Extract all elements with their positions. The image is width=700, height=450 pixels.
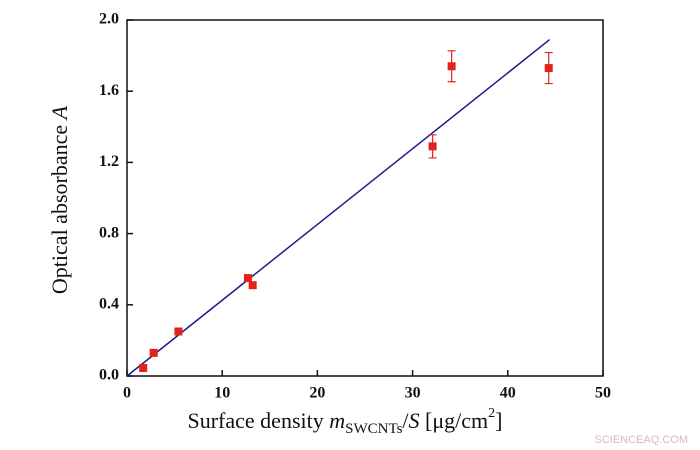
- data-point: [149, 348, 158, 357]
- y-tick-label: 1.6: [99, 82, 119, 99]
- data-point: [447, 62, 456, 71]
- data-point: [139, 363, 148, 372]
- y-tick-label: 0.4: [99, 295, 119, 312]
- x-tick-label: 50: [595, 385, 611, 402]
- y-label-part: Optical absorbance: [47, 119, 72, 294]
- data-point: [544, 64, 553, 73]
- x-tick-label: 30: [405, 385, 421, 402]
- plot-frame: [126, 19, 604, 377]
- x-axis-label: Surface density mSWCNTs/S [μg/cm2]: [188, 406, 503, 437]
- x-label-part: S: [409, 408, 420, 433]
- y-tick-label: 0.8: [99, 224, 119, 241]
- x-label-part: [μg/cm: [420, 408, 489, 433]
- data-point: [428, 142, 437, 151]
- data-point: [174, 327, 183, 336]
- x-tick-label: 10: [214, 385, 230, 402]
- y-tick-label: 2.0: [99, 11, 119, 28]
- x-tick-label: 20: [309, 385, 325, 402]
- y-tick-label: 1.2: [99, 153, 119, 170]
- x-tick-label: 40: [500, 385, 516, 402]
- x-label-part: /: [402, 408, 409, 433]
- y-tick-label: 0.0: [99, 367, 119, 384]
- x-label-part: SWCNTs: [345, 421, 402, 437]
- x-label-part: Surface density: [188, 408, 330, 433]
- y-axis-label: Optical absorbance A: [47, 105, 72, 294]
- x-tick-label: 0: [123, 385, 131, 402]
- data-point: [243, 274, 252, 283]
- x-label-part: 2: [488, 406, 495, 421]
- x-label-part: m: [329, 408, 345, 433]
- watermark: SCIENCEAQ.COM: [594, 434, 688, 446]
- fit-line: [126, 38, 551, 377]
- x-label-part: ]: [495, 408, 502, 433]
- y-label-part: A: [47, 105, 72, 121]
- data-point: [248, 281, 257, 290]
